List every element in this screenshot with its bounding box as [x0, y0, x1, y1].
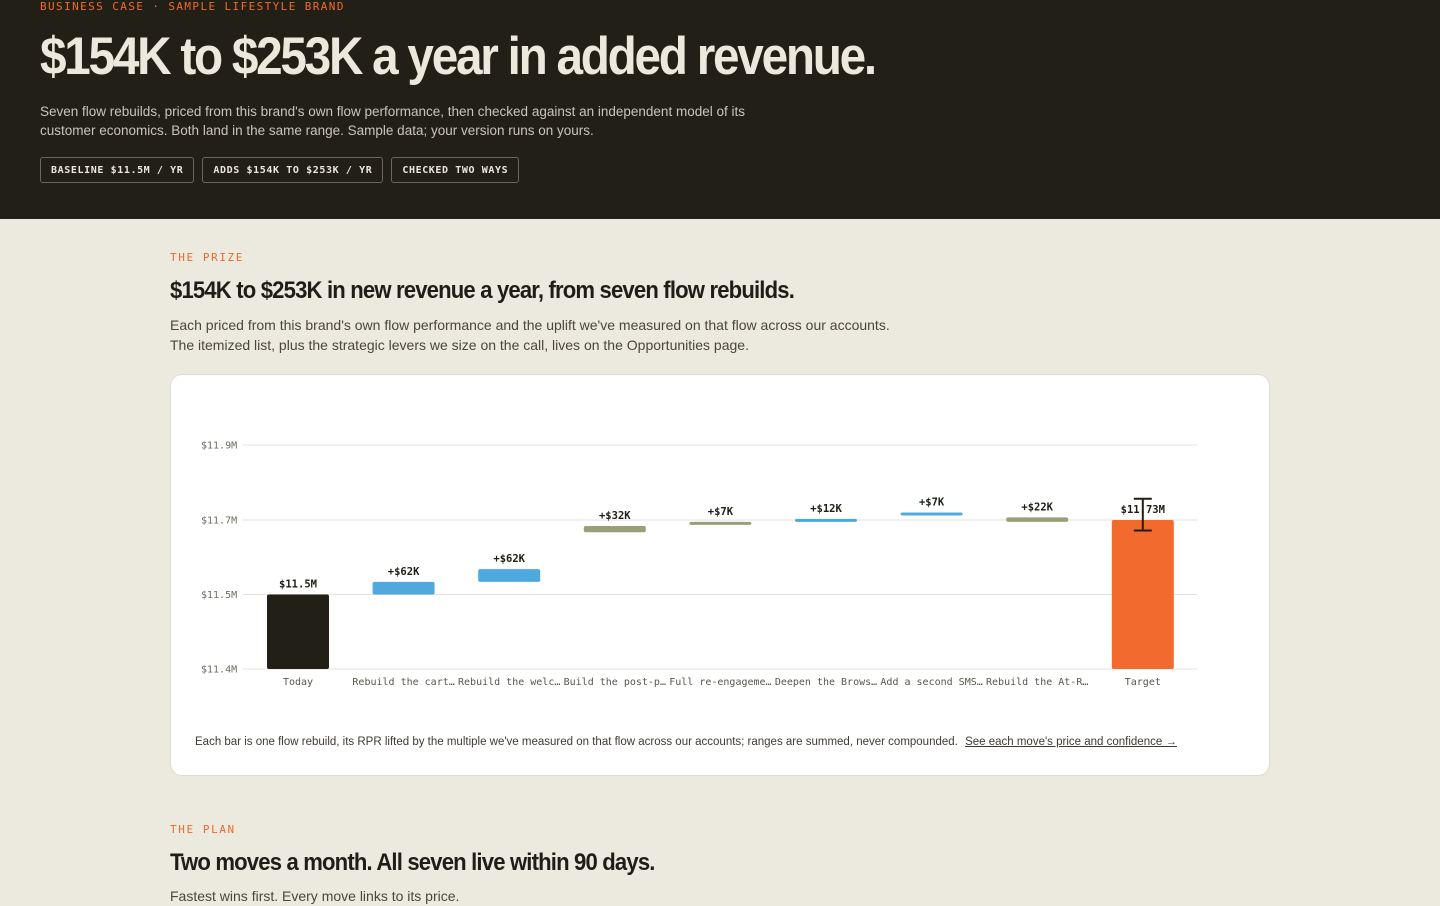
data-label: +$32K	[599, 510, 631, 522]
waterfall-chart: $11.4M $11.5M $11.7M $11.9M $11.5M Today +$62K…	[201, 441, 1197, 688]
hero-description: Seven flow rebuilds, priced from this br…	[40, 104, 745, 138]
y-tick-label: $11.9M	[201, 441, 237, 452]
chart-note: Each bar is one flow rebuild, its RPR li…	[195, 736, 1177, 748]
prize-desc-line1: Each priced from this brand's own flow p…	[170, 317, 890, 333]
hero-section: BUSINESS CASE · SAMPLE LIFESTYLE BRAND $…	[0, 0, 1440, 219]
delta-bar	[583, 525, 646, 533]
category-label: Target	[1125, 677, 1161, 688]
category-label: Rebuild the At-R…	[986, 677, 1088, 688]
category-label: Full re-engageme…	[669, 677, 771, 688]
prize-description: Each priced from this brand's own flow p…	[170, 315, 970, 355]
delta-bar	[478, 569, 541, 582]
total-bar	[267, 594, 329, 669]
data-label: $11.5M	[279, 579, 317, 591]
category-label: Today	[283, 677, 313, 688]
waterfall-chart-card: $11.4M $11.5M $11.7M $11.9M $11.5M Today +$62K…	[170, 374, 1270, 776]
delta-bar	[1006, 517, 1069, 522]
delta-bar	[689, 521, 752, 525]
checked-chip: CHECKED TWO WAYS	[391, 157, 520, 183]
hero-title: $154K to $253K a year in added revenue.	[40, 27, 877, 86]
data-label: +$22K	[1021, 501, 1053, 513]
plan-title: Two moves a month. All seven live within…	[170, 849, 655, 876]
category-label: Rebuild the cart…	[352, 677, 454, 688]
plan-eyebrow: THE PLAN	[170, 823, 236, 836]
data-label: +$7K	[919, 497, 945, 509]
delta-bar	[372, 581, 435, 595]
category-label: Rebuild the welc…	[458, 677, 560, 688]
hero-eyebrow: BUSINESS CASE · SAMPLE LIFESTYLE BRAND	[40, 0, 345, 13]
data-label: +$62K	[493, 553, 525, 565]
hero-chips: BASELINE $11.5M / YR ADDS $154K TO $253K…	[40, 157, 520, 183]
delta-bar	[795, 518, 857, 522]
delta-bar	[900, 512, 963, 516]
y-tick-label: $11.5M	[201, 590, 237, 601]
adds-chip: ADDS $154K TO $253K / YR	[202, 157, 384, 183]
prize-eyebrow: THE PRIZE	[170, 251, 245, 264]
plan-description: Fastest wins first. Every move links to …	[170, 888, 460, 904]
chart-note-text: Each bar is one flow rebuild, its RPR li…	[195, 736, 958, 748]
baseline-chip: BASELINE $11.5M / YR	[40, 157, 195, 183]
prize-desc-line2: The itemized list, plus the strategic le…	[170, 337, 749, 353]
category-label: Build the post-p…	[564, 677, 666, 688]
data-label: $11.73M	[1121, 504, 1165, 516]
data-label: +$12K	[810, 503, 842, 515]
total-bar	[1111, 520, 1174, 669]
y-tick-label: $11.4M	[201, 665, 237, 676]
y-tick-label: $11.7M	[201, 516, 237, 527]
data-label: +$62K	[388, 566, 420, 578]
prize-title: $154K to $253K in new revenue a year, fr…	[170, 277, 795, 304]
category-label: Add a second SMS…	[880, 677, 982, 688]
category-label: Deepen the Brows…	[775, 677, 877, 688]
see-prices-link[interactable]: See each move's price and confidence →	[965, 736, 1177, 748]
data-label: +$7K	[708, 506, 734, 518]
